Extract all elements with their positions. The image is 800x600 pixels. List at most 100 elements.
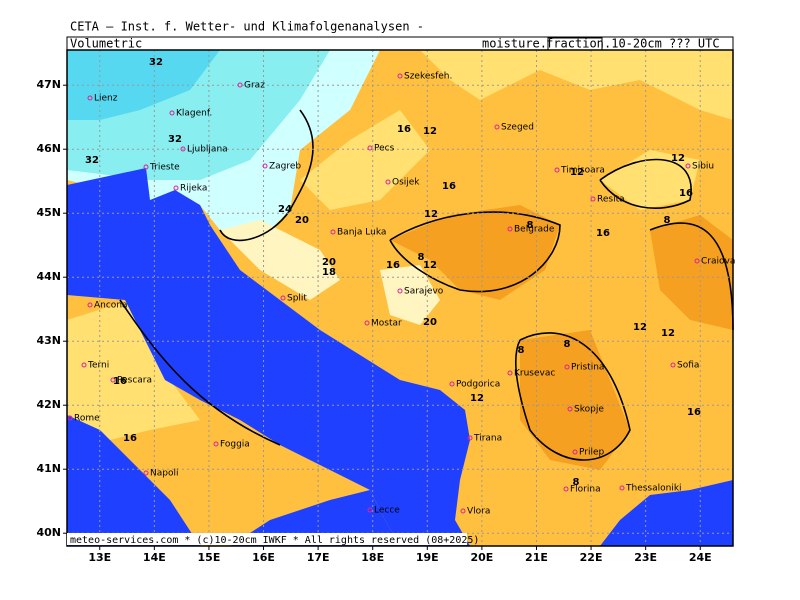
- city-label: Sarajevo: [404, 287, 444, 297]
- contour-label: 12: [633, 322, 647, 333]
- contour-label: 8: [564, 339, 571, 350]
- contour-label: 16: [113, 376, 127, 387]
- city-label: Napoli: [150, 469, 178, 479]
- city-label: Osijek: [392, 178, 420, 188]
- city-label: Lienz: [94, 94, 118, 104]
- city-label: Trieste: [149, 163, 180, 173]
- city-label: Pecs: [374, 144, 395, 154]
- contour-label: 8: [664, 215, 671, 226]
- contour-label: 32: [168, 134, 182, 145]
- city-dot: [397, 288, 403, 294]
- city-dot: [572, 449, 578, 455]
- header-right-box: fraction: [546, 37, 604, 51]
- city-dot: [87, 95, 93, 101]
- city-dot: [237, 82, 243, 88]
- city-dot: [110, 377, 116, 383]
- contour-label: 16: [687, 407, 701, 418]
- ticks: 13E 14E 15E 16E 17E 18E 19E 20E 21E 22E 23E 24E 47N 4…: [36, 78, 711, 564]
- city-dot: [67, 415, 73, 421]
- y-tick-label: 44N: [36, 270, 61, 283]
- header-right-prefix: moisture.: [482, 37, 547, 51]
- city-label: Rome: [74, 414, 100, 424]
- grid: [67, 50, 733, 546]
- contour-label: 32: [85, 155, 99, 166]
- city-label: Graz: [244, 81, 265, 91]
- city-label: Sibiu: [692, 162, 714, 172]
- city-dot: [467, 435, 473, 441]
- city-dot: [449, 381, 455, 387]
- city-dot: [262, 163, 268, 169]
- contour-label: 16: [386, 260, 400, 271]
- city-label: Florina: [570, 485, 601, 495]
- city-dot: [81, 362, 87, 368]
- city-dot: [685, 163, 691, 169]
- city-dot: [330, 229, 336, 235]
- contour-label: 8: [418, 252, 425, 263]
- contour-label: 8: [573, 477, 580, 488]
- contour-label: 12: [470, 393, 484, 404]
- zone: [390, 205, 733, 470]
- y-tick-label: 41N: [36, 462, 61, 475]
- x-tick-label: 18E: [361, 551, 384, 564]
- x-tick-label: 24E: [689, 551, 712, 564]
- city-label: Belgrade: [514, 225, 555, 235]
- city-dot: [564, 364, 570, 370]
- contour-label: 32: [149, 57, 163, 68]
- contour-label: 12: [671, 153, 685, 164]
- city-label: Sofia: [677, 361, 699, 371]
- sea: [67, 168, 470, 546]
- contour-label: 12: [570, 167, 584, 178]
- city-dot: [385, 179, 391, 185]
- city-label: Lecce: [374, 506, 400, 516]
- x-tick-label: 17E: [307, 551, 330, 564]
- contour: [119, 109, 734, 461]
- city-label: Rijeka: [180, 184, 207, 194]
- city-label: Podgorica: [456, 380, 500, 390]
- contour-label: 8: [527, 220, 534, 231]
- y-tick-label: 43N: [36, 334, 61, 347]
- city-label: Craiova: [701, 257, 735, 267]
- city-dot: [364, 320, 370, 326]
- city-label: Timisoara: [560, 166, 605, 176]
- city-dot: [567, 406, 573, 412]
- city-label: Pristina: [571, 363, 604, 373]
- y-tick-label: 40N: [36, 526, 61, 539]
- city-label: Mostar: [371, 319, 402, 329]
- city-label: Tirana: [473, 434, 502, 444]
- x-tick-label: 20E: [470, 551, 493, 564]
- city-dot: [670, 362, 676, 368]
- frame: [66, 49, 734, 547]
- city-label: Szeged: [501, 123, 534, 133]
- x-tick-label: 13E: [88, 551, 111, 564]
- city-label: Szekesfeh.: [404, 72, 452, 82]
- city-dot: [280, 295, 286, 301]
- city-dot: [180, 146, 186, 152]
- contour-label: 16: [123, 433, 137, 444]
- y-tick-label: 42N: [36, 398, 61, 411]
- city-dot: [87, 302, 93, 308]
- city-label: Pescara: [117, 376, 152, 386]
- y-tick-label: 46N: [36, 142, 61, 155]
- city-dot: [494, 124, 500, 130]
- city-label: Terni: [87, 361, 109, 371]
- city-dot: [554, 167, 560, 173]
- city-dot: [619, 485, 625, 491]
- contour-label: 20: [322, 257, 336, 268]
- contour-label: 8: [518, 345, 525, 356]
- x-tick-label: 16E: [252, 551, 275, 564]
- city-label: Thessaloniki: [625, 484, 682, 494]
- city-dot: [173, 185, 179, 191]
- city-dot: [213, 441, 219, 447]
- x-tick-label: 22E: [580, 551, 603, 564]
- city-dot: [590, 196, 596, 202]
- header-left: Volumetric: [70, 37, 142, 51]
- city-dot: [507, 370, 513, 376]
- city-dot: [169, 110, 175, 116]
- city-dot: [143, 470, 149, 476]
- city-label: Skopje: [574, 405, 604, 415]
- cities: Graz Lienz Klagenf. Ljubljana Trieste Rijeka Z…: [67, 72, 735, 517]
- contour-label: 12: [423, 126, 437, 137]
- x-tick-label: 15E: [198, 551, 221, 564]
